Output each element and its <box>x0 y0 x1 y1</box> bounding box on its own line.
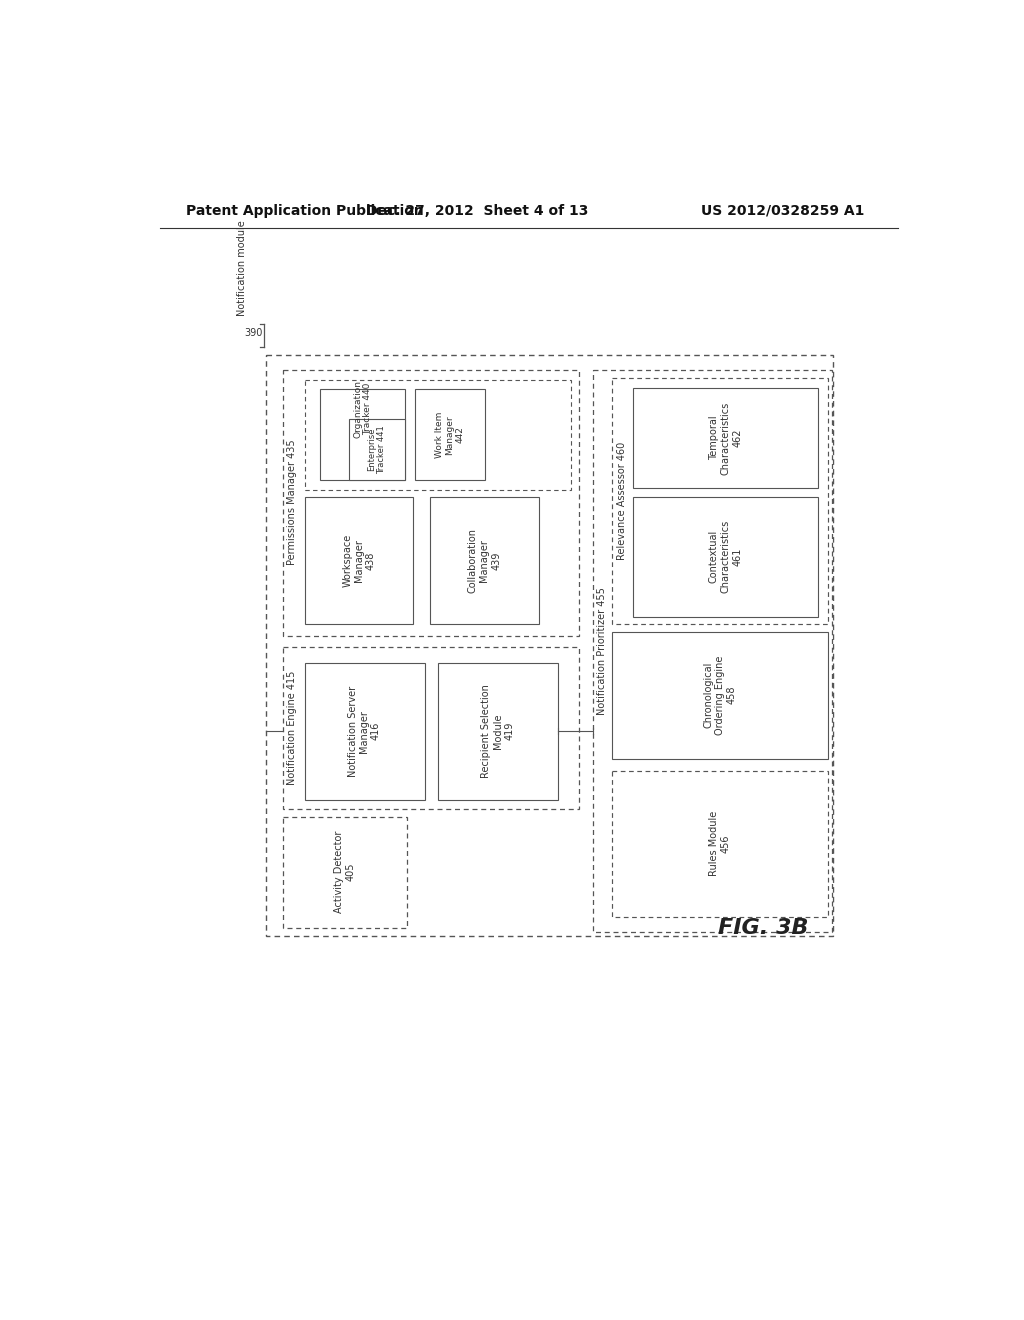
Text: Rules Module
456: Rules Module 456 <box>710 810 731 876</box>
Bar <box>283 370 579 636</box>
Bar <box>633 498 818 616</box>
Bar <box>633 388 818 488</box>
Text: Collaboration
Manager
439: Collaboration Manager 439 <box>468 528 501 593</box>
Bar <box>349 418 406 480</box>
Bar <box>305 498 414 624</box>
Text: Chronological
Ordering Engine
458: Chronological Ordering Engine 458 <box>703 656 736 735</box>
Bar <box>438 663 558 800</box>
Text: Patent Application Publication: Patent Application Publication <box>186 203 424 218</box>
Bar <box>266 355 834 936</box>
Text: Work Item
Manager
442: Work Item Manager 442 <box>435 412 465 458</box>
Text: Activity Detector
405: Activity Detector 405 <box>334 832 355 913</box>
Text: 390: 390 <box>245 329 263 338</box>
Text: Workspace
Manager
438: Workspace Manager 438 <box>342 533 376 587</box>
Bar <box>283 817 407 928</box>
Bar <box>305 380 571 490</box>
Text: Temporal
Characteristics
462: Temporal Characteristics 462 <box>709 401 742 474</box>
Text: Dec. 27, 2012  Sheet 4 of 13: Dec. 27, 2012 Sheet 4 of 13 <box>366 203 588 218</box>
Bar <box>612 632 827 759</box>
Bar <box>415 389 484 480</box>
Bar <box>305 663 425 800</box>
Text: Enterprise
Tracker 441: Enterprise Tracker 441 <box>367 425 386 474</box>
Bar <box>612 771 827 917</box>
Text: Recipient Selection
Module
419: Recipient Selection Module 419 <box>481 684 514 779</box>
Text: US 2012/0328259 A1: US 2012/0328259 A1 <box>700 203 864 218</box>
Bar <box>430 498 539 624</box>
Text: Notification module: Notification module <box>237 220 247 317</box>
Text: Contextual
Characteristics
461: Contextual Characteristics 461 <box>709 520 742 593</box>
Text: Notification Prioritizer 455: Notification Prioritizer 455 <box>597 587 607 715</box>
Text: Permissions Manager 435: Permissions Manager 435 <box>288 440 297 565</box>
Bar <box>612 378 827 624</box>
Bar <box>283 647 579 809</box>
Text: Organization
Tracker 440: Organization Tracker 440 <box>353 380 373 438</box>
Text: Notification Engine 415: Notification Engine 415 <box>288 671 297 785</box>
Text: Relevance Assessor 460: Relevance Assessor 460 <box>616 442 627 560</box>
Bar <box>321 389 406 480</box>
Bar <box>593 370 831 932</box>
Text: FIG. 3B: FIG. 3B <box>718 919 809 939</box>
Text: Notification Server
Manager
416: Notification Server Manager 416 <box>348 685 381 777</box>
